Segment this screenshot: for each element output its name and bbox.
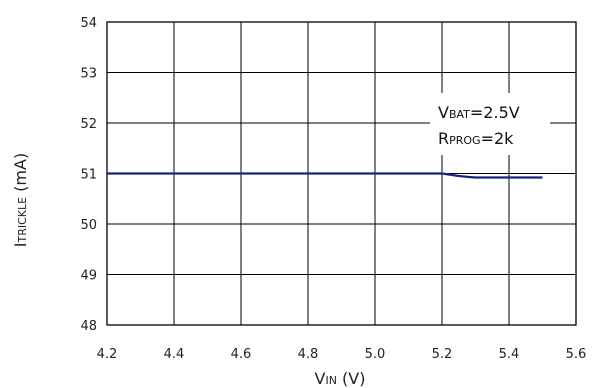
x-tick-label: 4.6 [231,347,252,362]
x-tick-label: 4.2 [97,347,118,362]
x-tick-label: 5.6 [566,347,587,362]
x-tick-label: 4.4 [164,347,185,362]
y-tick-label: 50 [80,218,97,233]
y-tick-labels: 48 49 50 51 52 53 54 [80,16,97,334]
y-tick-label: 52 [80,117,97,132]
x-axis-title: VIN (V) [315,369,366,388]
y-tick-label: 49 [80,269,97,284]
x-tick-label: 5.4 [499,347,520,362]
y-tick-label: 51 [80,168,97,183]
x-tick-label: 5.0 [365,347,386,362]
y-tick-label: 54 [80,16,97,31]
x-tick-labels: 4.2 4.4 4.6 4.8 5.0 5.2 5.4 5.6 [97,347,587,362]
series-line [107,174,543,178]
y-tick-label: 53 [80,67,97,82]
y-tick-label: 48 [80,319,97,334]
series-layer [107,174,543,178]
y-axis-title: ITRICKLE (mA) [11,153,30,247]
annotation: VBAT=2.5V RPROG=2k [430,93,550,155]
x-tick-label: 5.2 [432,347,453,362]
x-tick-label: 4.8 [298,347,319,362]
